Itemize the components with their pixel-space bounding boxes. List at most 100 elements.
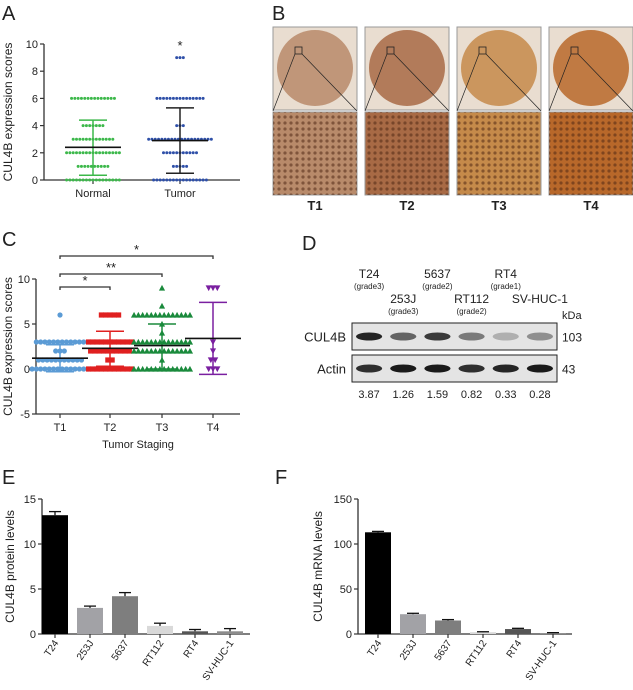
data-point [38, 366, 44, 372]
data-point [114, 151, 118, 155]
data-point [103, 164, 107, 168]
data-point [188, 96, 192, 100]
x-tick-label: 5637 [110, 638, 132, 663]
x-tick-label: T3 [156, 422, 169, 434]
data-point [122, 348, 128, 354]
lane-name: SV-HUC-1 [512, 292, 568, 306]
bar-5637 [112, 596, 138, 634]
data-point [104, 178, 108, 182]
bar-253j [400, 614, 426, 634]
data-point [165, 338, 172, 345]
data-point [130, 338, 138, 345]
x-axis-label: Tumor Staging [102, 439, 174, 451]
data-point [178, 347, 185, 354]
data-point [165, 96, 169, 100]
data-point [104, 151, 108, 155]
data-point [111, 312, 117, 318]
zoom-line [485, 53, 542, 112]
data-point [86, 164, 90, 168]
data-point [143, 347, 151, 354]
data-point [168, 178, 172, 182]
data-point [81, 137, 85, 141]
data-point [188, 151, 192, 155]
data-point [68, 366, 74, 372]
data-point [201, 96, 205, 100]
data-point [161, 311, 168, 318]
band [424, 332, 451, 341]
data-point [98, 312, 104, 318]
data-point [59, 339, 65, 345]
y-tick-label: 0 [32, 175, 38, 187]
data-point [152, 347, 159, 354]
data-point [155, 96, 159, 100]
data-point [84, 151, 88, 155]
data-point [94, 339, 100, 345]
data-point [88, 124, 92, 128]
y-tick-label: 150 [334, 494, 352, 506]
significance-bracket [59, 286, 111, 290]
data-point [33, 366, 39, 372]
data-point [195, 178, 198, 182]
y-axis-label: CUL4B expression scores [1, 277, 15, 416]
band [424, 364, 451, 373]
western-blot-d: T24(grade3)3.87253J(grade3)1.265637(grad… [304, 267, 582, 401]
ihc-cells [273, 112, 357, 195]
y-tick-label: 6 [32, 93, 38, 105]
band [526, 332, 554, 341]
data-point [209, 285, 217, 292]
data-point [139, 338, 146, 345]
data-point [42, 366, 48, 372]
zoom-line [577, 53, 633, 112]
band-ratio: 1.59 [427, 389, 448, 401]
data-point [84, 178, 88, 182]
data-point [205, 285, 212, 292]
data-point [91, 178, 95, 182]
data-point [185, 96, 189, 100]
data-point [76, 164, 80, 168]
data-point [88, 348, 94, 354]
data-point [181, 96, 185, 100]
y-tick-label: 4 [32, 121, 38, 133]
data-point [108, 178, 111, 182]
band [390, 332, 417, 341]
y-tick-label: 10 [26, 39, 38, 51]
data-point [100, 348, 107, 354]
data-point [173, 365, 181, 372]
data-point [90, 339, 96, 345]
zoom-line [301, 53, 358, 112]
data-point [113, 348, 120, 354]
data-point [94, 124, 98, 128]
x-tick-label: 253J [75, 638, 96, 662]
band [458, 332, 485, 341]
bar-sv-huc-1 [217, 631, 243, 634]
data-point [103, 312, 109, 318]
data-point [98, 366, 104, 372]
data-point [88, 137, 92, 141]
data-point [81, 339, 87, 345]
x-tick-label: T1 [54, 422, 67, 434]
chart-a: 0 2 4 6 8 10 CUL4B expression scores Normal Tumo… [1, 38, 240, 200]
data-point [75, 137, 78, 141]
lane-grade: (grade2) [422, 282, 453, 291]
band-name: CUL4B [304, 330, 346, 345]
data-point [135, 347, 142, 354]
blot-membrane [351, 354, 558, 383]
ihc-panel-b: T1 T2 T3 T4 [272, 26, 633, 213]
data-point [178, 96, 182, 100]
data-point [76, 366, 82, 372]
data-point [38, 339, 44, 345]
y-axis-label: CUL4B mRNA levels [311, 511, 325, 622]
data-point [101, 124, 105, 128]
zoom-box [478, 46, 487, 55]
data-point [214, 285, 221, 292]
data-point [158, 302, 166, 309]
ihc-label: T1 [307, 198, 322, 213]
data-point [83, 164, 87, 168]
data-point [83, 96, 87, 100]
zoom-line [456, 53, 480, 112]
data-point [108, 137, 111, 141]
ihc-cells [365, 112, 449, 195]
data-point [148, 347, 155, 354]
data-point [84, 124, 88, 128]
data-point [152, 338, 159, 345]
